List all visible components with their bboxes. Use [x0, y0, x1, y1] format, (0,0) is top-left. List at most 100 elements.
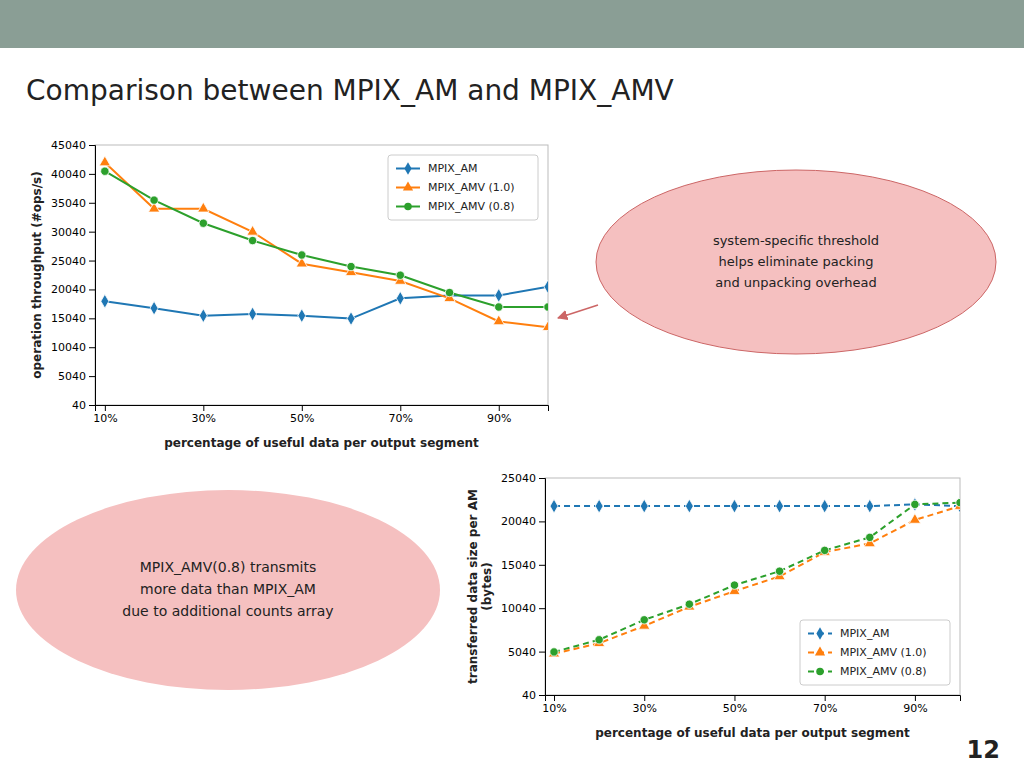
x-tick: 30% [633, 695, 657, 715]
y-axis-title: operation throughput (#ops/s) [30, 171, 44, 379]
legend-label: MPIX_AMV (0.8) [428, 200, 515, 213]
x-tick-mark [400, 405, 401, 411]
y-tick: 35040 [51, 197, 95, 210]
series-marker [776, 499, 784, 513]
legend-swatch-marker [815, 647, 825, 656]
y-tick-label: 35040 [51, 197, 86, 210]
series-marker [150, 196, 158, 204]
slide-number: 12 [967, 736, 1000, 764]
annotation-text-line: system-specific threshold [713, 233, 879, 248]
annotation-text-line: MPIX_AMV(0.8) transmits [140, 559, 316, 575]
legend-swatch-marker [403, 182, 413, 191]
y-tick-mark [89, 145, 95, 146]
header-bar [0, 0, 1024, 48]
y-axis-title-line: transferred data size per AM [465, 489, 479, 684]
series-marker [956, 498, 960, 506]
y-tick-label: 15040 [501, 559, 536, 572]
y-tick-label: 10040 [501, 602, 536, 615]
series-marker [595, 499, 603, 513]
y-axis: 4050401004015040200402504030040350404004… [51, 139, 96, 412]
annotation-ellipse [596, 170, 996, 354]
series-marker [199, 309, 207, 323]
annotation-text: system-specific threshold helps eliminate… [713, 233, 879, 290]
series-marker [640, 499, 648, 513]
y-tick-label: 25040 [501, 472, 536, 485]
y-tick-label: 40040 [51, 168, 86, 181]
series-marker [909, 514, 920, 524]
y-tick-mark [89, 203, 95, 204]
x-tick: 70% [389, 405, 413, 425]
y-tick-mark [89, 318, 95, 319]
x-tick-label: 30% [633, 702, 657, 715]
y-axis-title-line: (bytes) [480, 562, 494, 610]
annotation-text: MPIX_AMV(0.8) transmits more data than MP… [122, 559, 333, 620]
legend-label: MPIX_AM [840, 627, 889, 640]
legend-box [388, 155, 538, 220]
x-tick-label: 70% [813, 702, 837, 715]
series-marker [685, 600, 693, 608]
series-marker [347, 312, 355, 326]
y-tick-mark [539, 478, 545, 479]
y-tick-label: 20040 [51, 283, 86, 296]
legend-entry: MPIX_AMV (0.8) [396, 200, 515, 213]
x-tick-label: 90% [903, 702, 927, 715]
y-tick-label: 45040 [51, 139, 86, 152]
x-axis-line [96, 406, 549, 412]
legend-label: MPIX_AMV (1.0) [840, 646, 927, 659]
x-tick: 30% [192, 405, 216, 425]
y-tick-mark [539, 695, 545, 696]
legend-swatch-marker [816, 627, 823, 639]
annotation-text-line: more data than MPIX_AM [140, 581, 316, 597]
y-tick: 20040 [51, 283, 95, 296]
title: Comparison between MPIX_AM and MPIX_AMV [26, 74, 674, 107]
y-tick-label: 20040 [501, 515, 536, 528]
x-tick-label: 50% [723, 702, 747, 715]
x-tick-mark [915, 695, 916, 701]
series-marker [249, 307, 257, 321]
y-tick-label: 5040 [58, 370, 86, 383]
series-marker [548, 647, 559, 657]
x-tick-label: 30% [192, 412, 216, 425]
y-axis-line [89, 146, 96, 406]
series-marker [495, 303, 503, 311]
series-marker [542, 321, 548, 331]
legend-entry: MPIX_AM [808, 627, 889, 640]
series-marker [199, 219, 207, 227]
series-marker [730, 581, 738, 589]
y-tick: 15040 [51, 312, 95, 325]
annotation-arrow [558, 305, 598, 318]
series-marker [684, 600, 695, 610]
x-axis: 10%30%50%70%90% [93, 405, 548, 425]
legend-label: MPIX_AM [428, 162, 477, 175]
x-tick-mark [105, 405, 106, 411]
series-marker [595, 636, 603, 644]
y-tick-mark [89, 289, 95, 290]
series-marker [298, 309, 306, 323]
y-tick-mark [539, 521, 545, 522]
y-tick-label: 15040 [51, 312, 86, 325]
x-tick-mark [554, 695, 555, 701]
series-marker [396, 271, 404, 279]
legend-label: MPIX_AMV (0.8) [840, 665, 927, 678]
x-tick-label: 90% [487, 412, 511, 425]
y-tick-mark [89, 261, 95, 262]
series-marker [911, 500, 919, 508]
annotation: system-specific threshold helps eliminate… [558, 170, 996, 354]
series-marker [298, 251, 306, 259]
series-marker [248, 236, 256, 244]
annotation-text-line: helps eliminate packing [719, 254, 874, 269]
legend-entry: MPIX_AMV (1.0) [808, 646, 927, 659]
annotation: MPIX_AMV(0.8) transmits more data than MP… [16, 490, 440, 690]
series-marker [445, 288, 453, 296]
series-marker [198, 202, 209, 212]
series-marker [550, 648, 558, 656]
legend-entry: MPIX_AMV (0.8) [808, 665, 927, 678]
y-tick-mark [539, 608, 545, 609]
y-tick: 40040 [51, 168, 95, 181]
series [101, 167, 548, 311]
x-axis-line [546, 696, 961, 702]
y-tick: 40 [522, 689, 545, 702]
series-marker [866, 499, 874, 513]
y-tick-label: 40 [522, 689, 536, 702]
x-tick-label: 10% [93, 412, 117, 425]
